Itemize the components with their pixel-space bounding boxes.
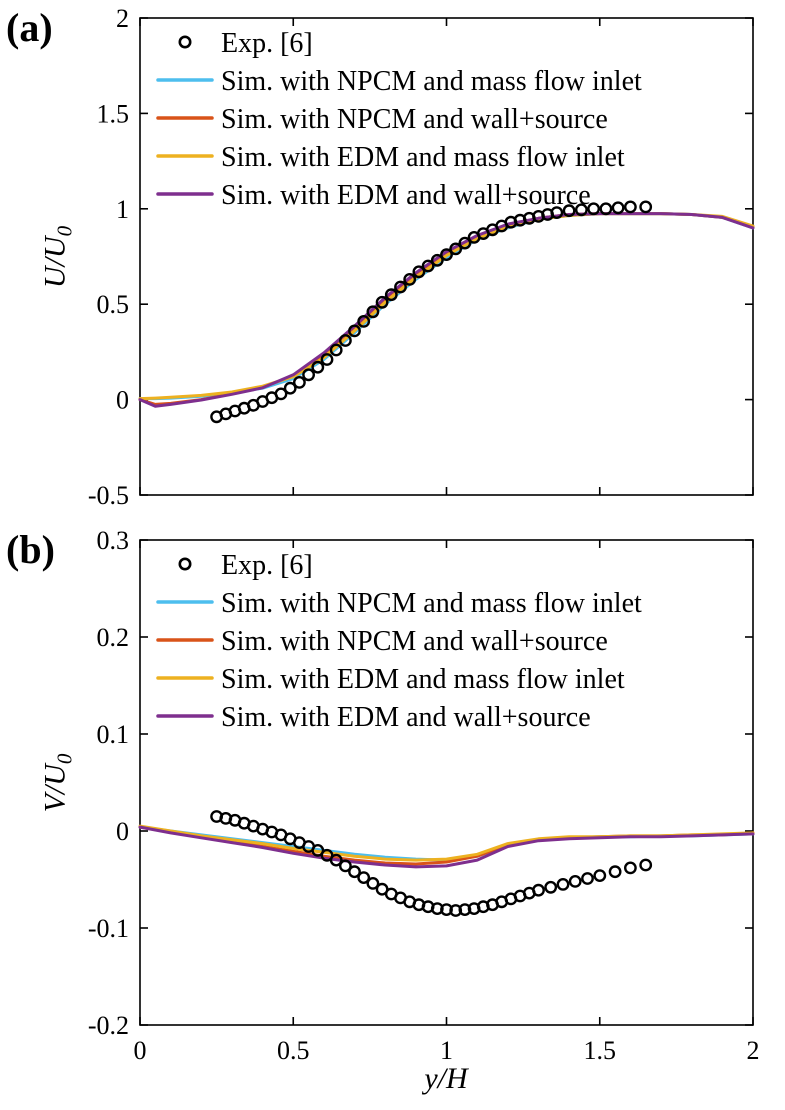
exp-marker (338, 859, 352, 873)
exp-marker (329, 343, 343, 357)
exp-marker (421, 259, 435, 273)
x-tick-label: 1 (440, 1036, 453, 1065)
exp-marker (283, 381, 297, 395)
y-axis-label-b-sub: 0 (52, 753, 77, 765)
y-tick-label: 0.3 (97, 526, 130, 555)
series-line (138, 825, 755, 869)
exp-marker (357, 314, 371, 328)
exp-marker (375, 295, 389, 309)
exp-marker (556, 878, 570, 891)
exp-marker (639, 858, 653, 872)
panel-a: -0.5 0 0.5 1 1.5 2 Exp. [6] Sim. with NPCM and … (88, 4, 755, 510)
exp-marker (329, 853, 343, 867)
panel-b-label: (b) (6, 527, 55, 572)
exp-marker (302, 368, 315, 382)
y-tick-label: -0.1 (88, 914, 129, 943)
y-tick-label: -0.5 (88, 481, 129, 510)
y-tick-label: -0.2 (88, 1011, 129, 1040)
series-line (138, 212, 755, 401)
exp-marker (440, 248, 453, 262)
exp-marker (550, 206, 564, 220)
exp-marker (587, 202, 600, 216)
exp-marker (320, 353, 334, 366)
y-axis-label-b: V/U0 (39, 754, 78, 813)
exp-marker (366, 305, 380, 319)
series-line (138, 212, 755, 406)
legend-label: Sim. with NPCM and wall+source (221, 104, 608, 135)
y-tick-label: 1 (116, 195, 129, 224)
y-tick-label: 0.2 (97, 623, 130, 652)
exp-marker (562, 204, 576, 218)
exp-marker (384, 288, 398, 302)
exp-marker (348, 865, 361, 879)
y-tick-label: 1.5 (97, 99, 130, 128)
legend-label: Sim. with NPCM and mass flow inlet (221, 66, 642, 97)
legend-label: Exp. [6] (221, 28, 313, 59)
exp-marker (624, 861, 637, 875)
exp-marker (311, 360, 325, 374)
legend-label: Sim. with EDM and mass flow inlet (221, 664, 625, 695)
exp-marker (403, 272, 417, 286)
exp-marker (449, 242, 463, 256)
legend-exp-marker (178, 557, 192, 571)
y-axis-label-b-text: V/U (38, 764, 72, 813)
y-axis-label-a: U/U0 (39, 226, 78, 288)
exp-marker (611, 201, 625, 215)
exp-marker (458, 236, 472, 250)
exp-marker (366, 877, 380, 890)
exp-marker (274, 387, 288, 401)
exp-marker (593, 869, 607, 882)
series-line (138, 212, 755, 401)
y-axis-label-a-sub: 0 (52, 225, 77, 237)
legend-label: Sim. with EDM and wall+source (221, 702, 591, 733)
exp-marker (292, 375, 306, 389)
panel-a-label: (a) (6, 5, 53, 50)
exp-marker (608, 865, 622, 879)
exp-marker (394, 280, 407, 294)
y-tick-label: 0 (116, 817, 129, 846)
legend-label: Sim. with NPCM and wall+source (221, 626, 608, 657)
y-tick-label: 0 (116, 386, 129, 415)
legend-label: Sim. with EDM and mass flow inlet (221, 142, 625, 173)
exp-marker (348, 324, 361, 338)
exp-marker (599, 202, 613, 216)
x-tick-label: 2 (747, 1036, 760, 1065)
exp-marker (338, 334, 352, 347)
legend-exp-marker (178, 35, 192, 49)
exp-marker (430, 253, 444, 267)
exp-marker (639, 200, 653, 214)
exp-marker (532, 883, 545, 897)
legend-label: Sim. with EDM and wall+source (221, 180, 591, 211)
y-tick-label: 2 (116, 4, 129, 33)
series-line (138, 212, 755, 408)
y-tick-label: 0.5 (97, 290, 130, 319)
y-axis-label-a-text: U/U (38, 236, 72, 289)
exp-marker (624, 200, 637, 214)
exp-marker (412, 265, 426, 279)
exp-marker (544, 880, 558, 894)
legend-label: Exp. [6] (221, 550, 313, 581)
y-tick-label: 0.1 (97, 720, 130, 749)
exp-marker (568, 875, 582, 888)
legend-label: Sim. with NPCM and mass flow inlet (221, 588, 642, 619)
x-axis-label: y/H (424, 1062, 468, 1095)
x-tick-label: 0.5 (277, 1036, 310, 1065)
exp-marker (357, 871, 371, 884)
x-tick-label: 0 (134, 1036, 147, 1065)
panel-b: 0 0.5 1 1.5 2 -0.2 -0.1 0 0.1 0.2 0.3 Exp. [6] Sim. … (88, 526, 760, 1065)
x-tick-label: 1.5 (584, 1036, 617, 1065)
exp-marker (575, 203, 588, 217)
exp-marker (581, 872, 594, 885)
